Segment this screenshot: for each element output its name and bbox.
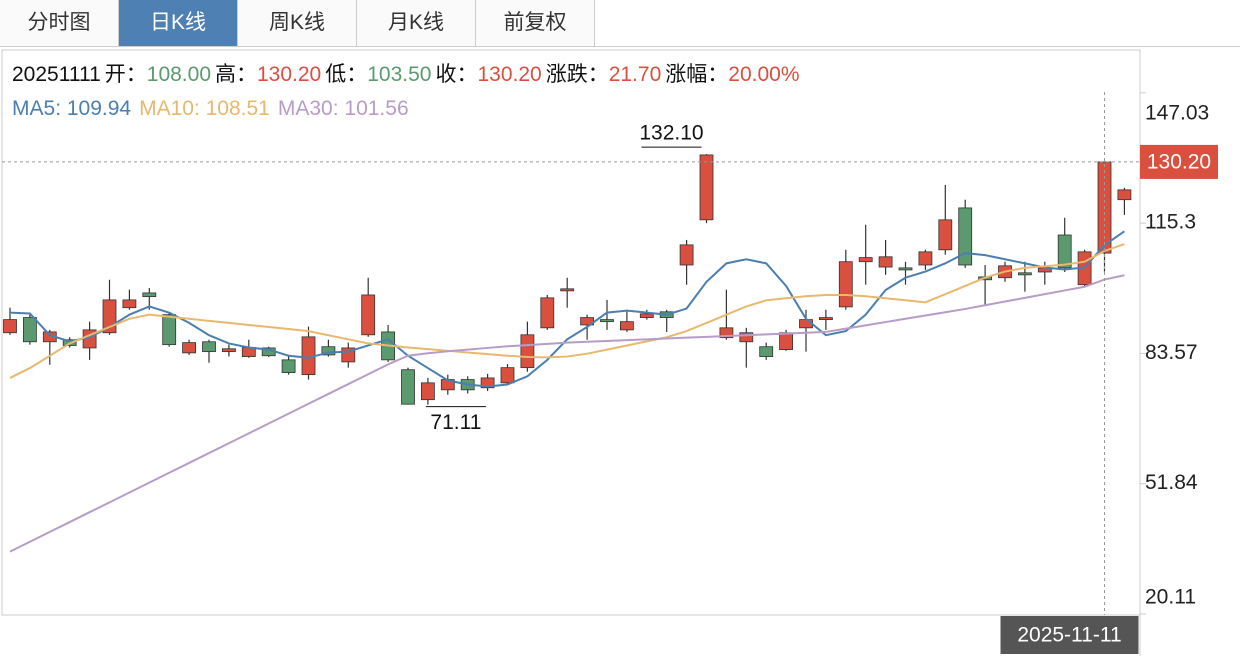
tab[interactable]: 分时图	[0, 0, 119, 46]
legend-entry: MA10108.51	[139, 97, 270, 120]
candle-body	[1057, 234, 1072, 269]
max-label: 132.10	[639, 122, 703, 145]
tab[interactable]: 月K线	[357, 0, 476, 46]
candle-body	[779, 332, 793, 350]
y-tick-label: 51.84	[1145, 471, 1198, 494]
info-value: 20.00%	[728, 63, 800, 86]
info-label: 涨幅：	[665, 63, 729, 86]
tab[interactable]: 日K线	[119, 0, 238, 46]
candle-body	[679, 244, 694, 266]
candle-body	[938, 219, 953, 251]
candle-body	[1117, 189, 1132, 201]
info-label: 高：	[215, 63, 257, 86]
ma-line	[9, 274, 1125, 553]
candle-body	[560, 288, 575, 292]
candle-body	[142, 292, 157, 298]
date: 20251111	[12, 63, 101, 86]
candle-body	[759, 346, 774, 357]
info-label: 低：	[325, 63, 368, 86]
legend-name: MA30	[278, 97, 345, 120]
info-value: 21.70	[608, 63, 662, 86]
candle-body	[182, 342, 197, 354]
price-tag	[1140, 144, 1218, 179]
candle-body	[878, 256, 893, 268]
info-label: 开：	[104, 63, 147, 86]
legend-value: 109.94	[66, 97, 132, 120]
candle-body	[321, 346, 336, 356]
candle-body	[3, 319, 17, 334]
candle-body	[620, 321, 634, 331]
min-label: 71.11	[430, 411, 481, 434]
date-tag-label: 2025-11-11	[1017, 624, 1121, 647]
info-value: 130.20	[477, 63, 542, 86]
y-tick-label: 83.57	[1145, 341, 1198, 364]
ma-line	[9, 243, 1125, 379]
legend-name: MA10	[139, 97, 206, 120]
candle-body	[819, 317, 833, 321]
tab[interactable]: 前复权	[476, 0, 595, 46]
candle-body	[699, 154, 714, 221]
legend-entry: MA30101.56	[278, 97, 409, 120]
y-tick-label: 20.11	[1145, 586, 1196, 609]
candle-body	[918, 251, 933, 266]
candle-body	[500, 367, 515, 384]
price-tag-label: 130.20	[1147, 150, 1211, 173]
candle-body	[898, 267, 913, 271]
candle-body	[600, 319, 614, 323]
candle-body	[162, 314, 177, 346]
candle-body	[22, 317, 37, 343]
info-row: 20251111 开：108.00 高：130.20 低：103.50 收：130.20…	[12, 58, 804, 88]
candle-body	[540, 297, 555, 329]
candle-body	[719, 327, 734, 339]
candle-body	[361, 294, 376, 336]
legend-name: MA5	[12, 97, 67, 120]
y-tick-label: 115.3	[1145, 211, 1196, 234]
candle-body	[420, 382, 435, 401]
info-value: 108.00	[146, 63, 211, 86]
legend: MA5109.94 MA10108.51 MA30101.56	[12, 97, 417, 121]
candle-body	[281, 359, 296, 373]
date-tag	[1000, 616, 1139, 654]
candle-body	[958, 207, 973, 266]
candle-body	[221, 348, 236, 353]
info-value: 130.20	[257, 63, 322, 86]
info-label: 涨跌：	[545, 63, 609, 86]
legend-value: 101.56	[344, 97, 409, 120]
tab[interactable]: 周K线	[238, 0, 357, 46]
ma-line	[9, 230, 1125, 388]
candle-body	[202, 341, 216, 353]
tab-bar: 分时图 日K线 周K线 月K线 前复权	[0, 0, 1240, 47]
candle-body	[639, 313, 654, 318]
info-value: 103.50	[367, 63, 432, 86]
candle-body	[401, 369, 415, 405]
legend-value: 108.51	[205, 97, 270, 120]
legend-entry: MA5109.94	[12, 97, 131, 120]
candle-body	[520, 334, 535, 369]
candle-body	[1018, 272, 1032, 276]
candle-body	[858, 257, 873, 263]
candle-body	[838, 261, 853, 308]
candle-body	[480, 377, 495, 389]
candle-body	[122, 299, 137, 309]
candle-body	[739, 332, 754, 343]
info-label: 收：	[435, 63, 478, 86]
y-tick-label: 147.03	[1145, 102, 1209, 125]
